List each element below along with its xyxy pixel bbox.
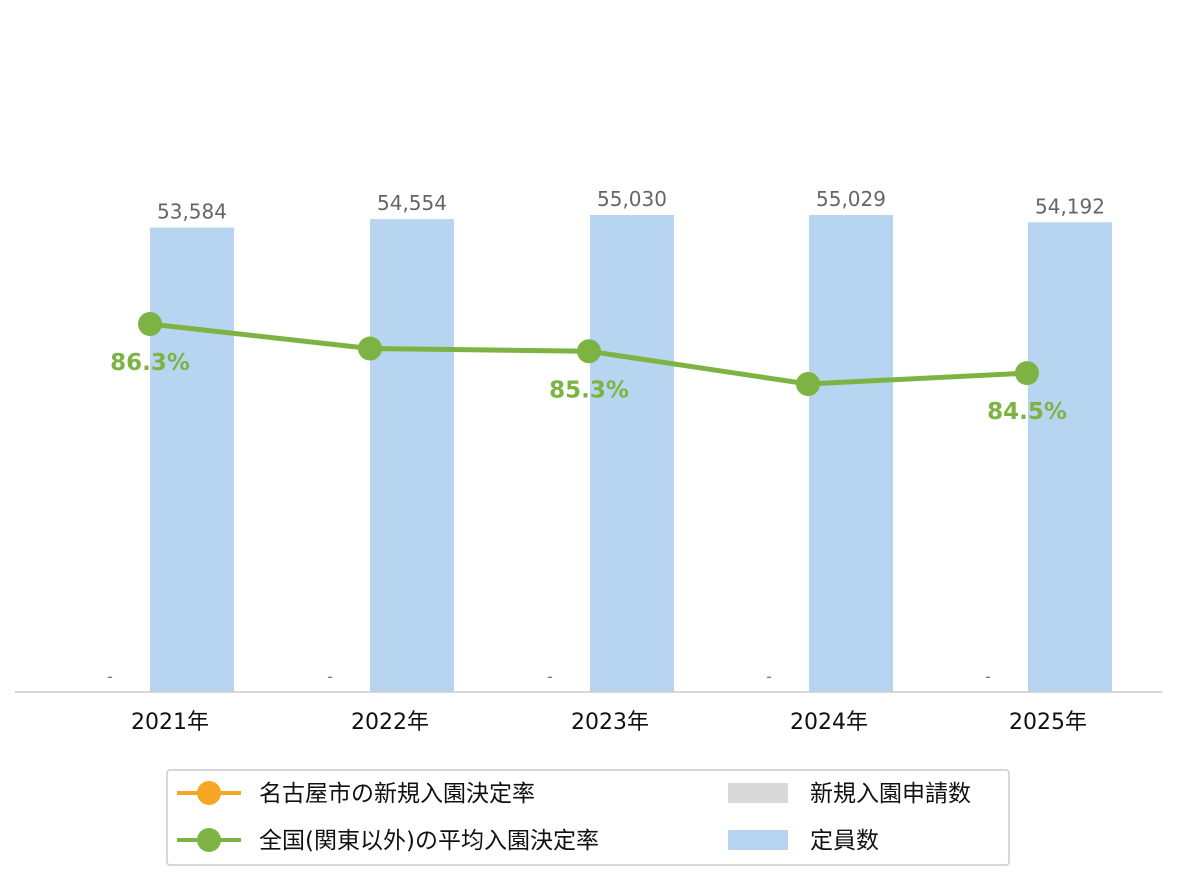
legend: 名古屋市の新規入園決定率 全国(関東以外)の平均入園決定率 新規入園申請数 定員… [166, 769, 1010, 866]
national-rate-point [138, 312, 162, 336]
legend-label-national: 全国(関東以外)の平均入園決定率 [259, 828, 599, 854]
capacity-value-label: 53,584 [157, 200, 227, 224]
x-tick-label: 2024年 [790, 710, 868, 735]
legend-label-applications: 新規入園申請数 [810, 781, 971, 807]
applications-value-label: - [547, 667, 553, 686]
x-tick-labels: 2021年 2022年 2023年 2024年 2025年 [131, 710, 1087, 735]
capacity-value-label: 54,554 [377, 191, 447, 215]
national-rate-label: 84.5% [987, 399, 1067, 425]
national-rate-point [577, 339, 601, 364]
x-tick-label: 2023年 [571, 710, 649, 735]
x-tick-label: 2022年 [351, 710, 429, 735]
applications-value-label: - [766, 667, 772, 686]
rate-line-layer: 86.3% 85.3% 84.5% [110, 312, 1067, 425]
legend-marker-nagoya [197, 781, 221, 805]
applications-value-label: - [985, 667, 991, 686]
national-rate-point [796, 372, 820, 396]
legend-label-capacity: 定員数 [810, 828, 879, 854]
applications-value-label: - [107, 667, 113, 686]
legend-marker-national [197, 828, 221, 852]
legend-swatch-capacity [728, 830, 788, 850]
capacity-bar [590, 215, 674, 692]
national-rate-label: 85.3% [549, 377, 629, 403]
capacity-bar [809, 215, 893, 692]
national-rate-point [358, 336, 382, 361]
capacity-value-label: 55,030 [597, 187, 667, 211]
capacity-bar [150, 227, 234, 692]
x-tick-label: 2025年 [1009, 710, 1087, 735]
applications-value-label: - [327, 667, 333, 686]
legend-label-nagoya: 名古屋市の新規入園決定率 [259, 781, 535, 807]
national-rate-label: 86.3% [110, 350, 190, 376]
capacity-bar [1028, 222, 1112, 692]
capacity-value-label: 55,029 [816, 187, 886, 211]
legend-swatch-applications [728, 783, 788, 803]
x-tick-label: 2021年 [131, 710, 209, 735]
national-rate-point [1015, 361, 1039, 386]
capacity-value-label: 54,192 [1035, 194, 1105, 218]
bars-layer: 53,584 - 54,554 - 55,030 - 55,029 - 54,192 - [107, 187, 1112, 692]
capacity-bar [370, 219, 454, 692]
legend-frame [166, 769, 1010, 866]
